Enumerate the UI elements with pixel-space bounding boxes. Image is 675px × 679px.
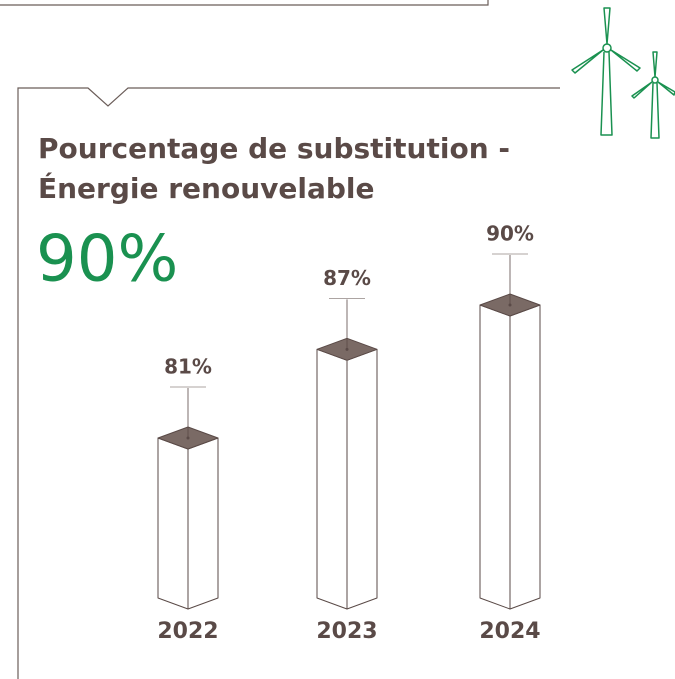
bar-right-face <box>187 437 219 610</box>
bar <box>316 337 378 610</box>
bar <box>157 426 219 610</box>
bar-right-face <box>509 304 541 610</box>
bar-right-face <box>346 348 378 610</box>
value-label: 81% <box>164 355 212 379</box>
bar <box>479 293 541 610</box>
leader-dot <box>345 347 349 351</box>
bar-left-face <box>316 348 348 610</box>
highlight-value: 90% <box>36 223 178 297</box>
x-tick-label: 2022 <box>157 619 218 644</box>
leader-dot <box>508 303 512 307</box>
chart-subtitle: Énergie renouvelable <box>38 171 375 205</box>
chart-title: Pourcentage de substitution - <box>38 132 510 165</box>
wind-turbines <box>571 7 675 139</box>
value-label: 90% <box>486 222 534 246</box>
x-tick-label: 2024 <box>479 619 540 644</box>
value-label: 87% <box>323 266 371 290</box>
bar-left-face <box>157 437 189 610</box>
frame <box>0 0 560 679</box>
bar-left-face <box>479 304 511 610</box>
x-tick-label: 2023 <box>316 619 377 644</box>
leader-dot <box>186 436 190 440</box>
